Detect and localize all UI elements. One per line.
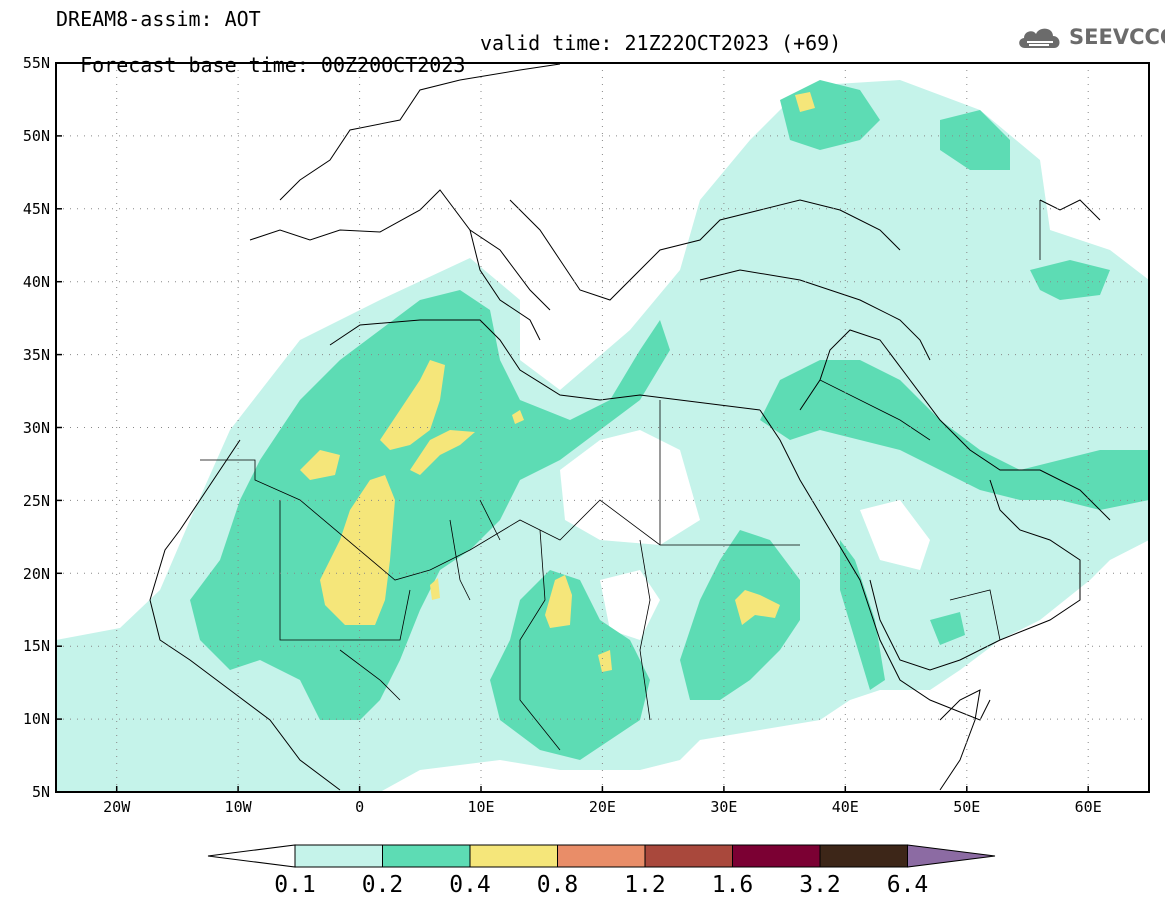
legend-swatch — [732, 844, 821, 868]
legend-label: 0.2 — [362, 872, 404, 898]
legend-label: 3.2 — [799, 872, 841, 898]
lon-label: 20W — [103, 798, 131, 816]
legend-swatch — [644, 844, 733, 868]
forecast-base-time: Forecast base time: 00Z20OCT2023 — [80, 53, 466, 77]
legend-swatch — [382, 844, 471, 868]
lat-label: 40N — [23, 273, 50, 291]
lon-label: 60E — [1075, 798, 1102, 816]
valid-time: valid time: 21Z22OCT2023 (+69) — [480, 31, 842, 55]
borders — [200, 200, 1041, 751]
legend-label: 0.1 — [274, 872, 316, 898]
lat-label: 25N — [23, 492, 50, 510]
legend-swatch — [819, 844, 908, 868]
legend-label: 0.8 — [537, 872, 579, 898]
lon-label: 0 — [355, 798, 364, 816]
lat-label: 35N — [23, 346, 50, 364]
seevccc-logo: SEEVCCC — [1015, 22, 1165, 52]
lon-label: 10W — [225, 798, 253, 816]
tick-marks — [56, 135, 1089, 792]
logo-text: SEEVCCC — [1069, 25, 1165, 49]
lat-label: 15N — [23, 637, 50, 655]
coastlines — [149, 63, 1111, 791]
lat-label: 5N — [32, 783, 50, 801]
lat-label: 10N — [23, 710, 50, 728]
map-title: DREAM8-assim: AOT — [56, 7, 261, 31]
lon-label: 30E — [710, 798, 737, 816]
legend-swatch — [907, 844, 996, 868]
lon-labels: 20W 10W 0 10E 20E 30E 40E 50E 60E — [103, 798, 1102, 816]
lat-labels: 55N 50N 45N 40N 35N 30N 25N 20N 15N 10N … — [23, 54, 50, 801]
aot-band-0.4 — [300, 92, 815, 672]
lat-label: 50N — [23, 127, 50, 145]
legend-label: 0.4 — [449, 872, 491, 898]
lat-label: 20N — [23, 565, 50, 583]
legend-labels: 0.1 0.2 0.4 0.8 1.2 1.6 3.2 6.4 — [274, 872, 928, 898]
lon-label: 10E — [467, 798, 494, 816]
legend-label: 6.4 — [887, 872, 929, 898]
legend-label: 1.6 — [712, 872, 754, 898]
lat-label: 45N — [23, 200, 50, 218]
aot-field — [56, 80, 1149, 792]
legend-swatch — [207, 844, 296, 868]
legend-swatch — [469, 844, 558, 868]
base-time-line: Forecast base time: 00Z20OCT2023 valid t… — [56, 32, 841, 98]
lat-label: 30N — [23, 419, 50, 437]
aot-band-0.2 — [190, 80, 1149, 760]
lon-label: 20E — [589, 798, 616, 816]
legend-label: 1.2 — [624, 872, 666, 898]
color-legend — [207, 844, 996, 868]
lon-label: 40E — [832, 798, 859, 816]
legend-swatch — [557, 844, 646, 868]
aot-gaps — [560, 430, 930, 640]
legend-swatch — [294, 844, 383, 868]
lon-label: 50E — [953, 798, 980, 816]
cloud-icon — [1019, 28, 1060, 48]
lat-label: 55N — [23, 54, 50, 72]
grid-lines — [56, 63, 1149, 792]
